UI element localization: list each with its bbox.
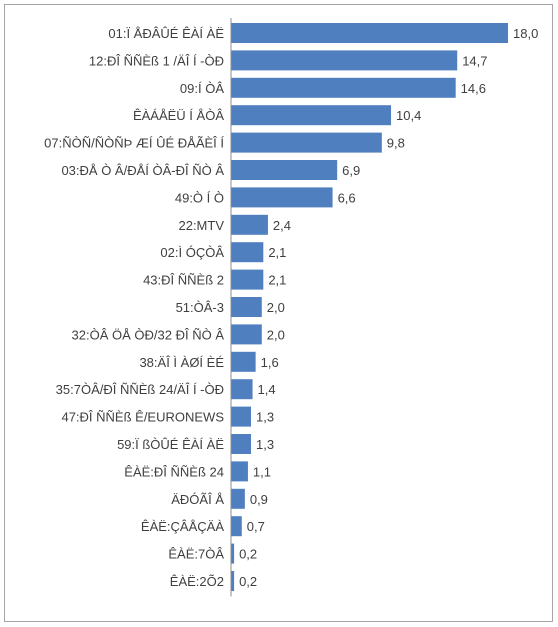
value-label: 10,4 [396, 108, 421, 123]
value-label: 6,6 [338, 190, 356, 205]
value-label: 0,9 [250, 492, 268, 507]
category-label: 09:Í ÒÂ [180, 81, 224, 96]
category-label: ÊÀË:2Õ2 [170, 574, 224, 589]
bar [231, 105, 392, 126]
bar [231, 269, 264, 290]
bar [231, 516, 242, 537]
bar [231, 242, 264, 263]
category-label: ÊÀÁÅËÜ Í ÅÒÂ [133, 108, 224, 123]
value-label: 0,7 [247, 519, 265, 534]
category-label: 22:MTV [178, 218, 224, 233]
category-label: 03:ÐÅ Ò Â/ÐÅÍ ÒÂ-ÐÎ ÑÒ Â [61, 163, 224, 178]
bar [231, 406, 252, 427]
bar [231, 461, 248, 482]
bar [231, 379, 253, 400]
value-label: 1,3 [256, 410, 274, 425]
category-label: 02:Ì ÓÇÒÂ [160, 245, 224, 260]
value-label: 2,0 [267, 300, 285, 315]
value-label: 6,9 [342, 163, 360, 178]
bar [231, 543, 235, 564]
bar [231, 77, 456, 98]
category-label: 12:ÐÎ ÑÑÈß 1 /ÄÎ Í -ÒÐ [89, 53, 224, 68]
category-label: 07:ÑÒÑ/ÑÒÑÞ ÆÍ ÛÉ ÐÅÃÈÎ Í [44, 136, 224, 151]
category-label: ÊÀË:ÐÎ ÑÑÈß 24 [124, 464, 224, 479]
category-label: 38:ÄÎ Ì ÀØÍ ÈÉ [139, 355, 224, 370]
value-label: 1,4 [258, 382, 276, 397]
bar [231, 488, 245, 509]
value-label: 2,4 [273, 218, 291, 233]
value-label: 18,0 [513, 26, 538, 41]
value-label: 2,0 [267, 327, 285, 342]
category-label: 35:7ÒÂ/ÐÎ ÑÑÈß 24/ÄÎ Í -ÒÐ [56, 382, 224, 397]
value-label: 0,2 [239, 574, 257, 589]
category-label: 51:ÒÂ-3 [176, 300, 224, 315]
bar [231, 160, 338, 180]
category-label: 01:Ï ÅÐÂÛÉ ÊÀÍ ÀË [108, 26, 224, 41]
category-label: ÄÐÓÃÎ Å [171, 492, 224, 507]
value-label: 1,6 [261, 355, 279, 370]
bar [231, 571, 235, 591]
category-label: ÊÀË:7ÒÂ [168, 547, 224, 562]
value-label: 0,2 [239, 547, 257, 562]
category-label: ÊÀË:ÇÂÅÇÄÀ [141, 519, 224, 534]
bar [231, 50, 458, 71]
value-label: 9,8 [387, 136, 405, 151]
category-label: 59:Ï ßÒÛÉ ÊÀÍ ÀË [117, 437, 224, 452]
category-label: 32:ÒÂ ÖÅ ÒÐ/32 ÐÎ ÑÒ Â [72, 327, 225, 342]
bar [231, 434, 252, 454]
bars-layer [231, 23, 508, 591]
category-label: 47:ÐÎ ÑÑÈß Ê/EURONEWS [61, 410, 224, 425]
bar [231, 132, 382, 153]
value-label: 1,1 [253, 464, 271, 479]
value-label: 1,3 [256, 437, 274, 452]
bar [231, 187, 333, 208]
value-label: 2,1 [268, 273, 286, 288]
bar [231, 351, 256, 372]
category-labels-layer: 01:Ï ÅÐÂÛÉ ÊÀÍ ÀË 12:ÐÎ ÑÑÈß 1 /ÄÎ Í -ÒÐ 0… [44, 26, 224, 589]
value-label: 14,7 [462, 53, 487, 68]
value-label: 2,1 [268, 245, 286, 260]
value-labels-layer: 18,0 14,7 14,6 10,4 9,8 6,9 6,6 2,4 2,1 2,1 2,0 2,0… [239, 26, 538, 589]
bar [231, 297, 262, 317]
bar [231, 23, 508, 43]
value-label: 14,6 [461, 81, 486, 96]
bar [231, 324, 262, 345]
category-label: 43:ÐÎ ÑÑÈß 2 [143, 273, 224, 288]
category-label: 49:Ò Í Ò [175, 190, 224, 205]
bar [231, 214, 268, 235]
